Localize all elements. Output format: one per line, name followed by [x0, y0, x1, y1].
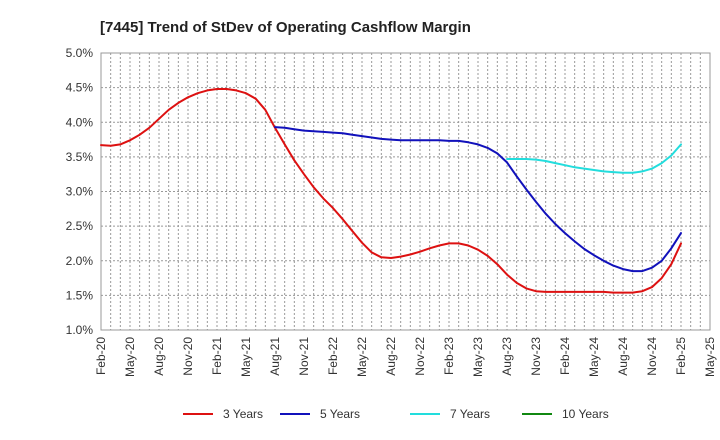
y-tick-label: 4.5% [66, 81, 94, 95]
legend-label: 10 Years [562, 407, 609, 421]
legend: 3 Years 5 Years 7 Years 10 Years [183, 407, 609, 421]
x-tick-label: May-20 [123, 337, 137, 377]
x-tick-label: Feb-24 [558, 337, 572, 375]
x-tick-label: May-23 [471, 337, 485, 377]
x-tick-label: Nov-24 [645, 337, 659, 376]
x-tick-label: Aug-21 [268, 337, 282, 376]
x-tick-label: Feb-25 [674, 337, 688, 375]
y-tick-label: 1.0% [66, 323, 94, 337]
series-line-3-years [100, 88, 682, 294]
x-tick-label: May-22 [355, 337, 369, 377]
y-tick-label: 2.5% [66, 219, 94, 233]
y-tick-label: 3.0% [66, 185, 94, 199]
legend-label: 7 Years [450, 407, 490, 421]
x-tick-label: Nov-21 [297, 337, 311, 376]
y-tick-label: 4.0% [66, 115, 94, 129]
x-tick-label: Feb-21 [210, 337, 224, 375]
x-tick-label: May-24 [587, 337, 601, 377]
x-tick-label: Aug-23 [500, 337, 514, 376]
chart-title: [7445] Trend of StDev of Operating Cashf… [100, 19, 471, 36]
y-tick-label: 1.5% [66, 288, 94, 302]
legend-label: 3 Years [223, 407, 263, 421]
x-tick-label: Feb-23 [442, 337, 456, 375]
y-tick-label: 5.0% [66, 46, 94, 60]
x-tick-label: May-21 [239, 337, 253, 377]
legend-label: 5 Years [320, 407, 360, 421]
x-tick-label: Aug-22 [384, 337, 398, 376]
x-tick-label: Aug-20 [152, 337, 166, 376]
plot-area: 1.0% 1.5% 2.0% 2.5% 3.0% 3.5% 4.0% 4.5% 5.0% Feb-… [66, 46, 717, 377]
x-tick-label: Nov-23 [529, 337, 543, 376]
x-tick-label: Aug-24 [616, 337, 630, 376]
x-tick-label: May-25 [703, 337, 717, 377]
y-tick-label: 3.5% [66, 150, 94, 164]
series-line-5-years [274, 126, 682, 273]
x-tick-label: Feb-20 [94, 337, 108, 375]
y-tick-label: 2.0% [66, 254, 94, 268]
series-line-7-years [506, 143, 682, 174]
x-tick-label: Nov-22 [413, 337, 427, 376]
x-tick-label: Feb-22 [326, 337, 340, 375]
x-tick-label: Nov-20 [181, 337, 195, 376]
